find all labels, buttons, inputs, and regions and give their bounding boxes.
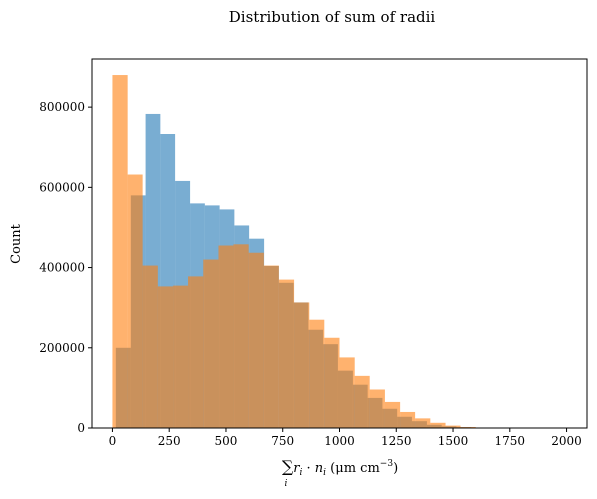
- histogram-bar: [339, 357, 355, 428]
- histogram-bar: [218, 245, 234, 428]
- histogram-bar: [203, 259, 219, 428]
- histogram-bar: [248, 252, 264, 428]
- x-tick-label: 500: [215, 434, 238, 448]
- x-axis-label: ∑ri · ni (μm cm−3): [282, 457, 398, 478]
- x-label-term-main: r: [293, 461, 300, 476]
- x-label-term2-sub: i: [323, 468, 326, 478]
- histogram-bar: [430, 422, 446, 428]
- histogram-bar: [445, 425, 461, 428]
- histogram-bar: [233, 244, 249, 428]
- histogram-bars: [112, 75, 537, 428]
- y-axis: 0 200000 400000 600000 800000: [39, 100, 92, 435]
- x-label-dot: ·: [302, 461, 314, 476]
- histogram-bar: [354, 375, 370, 428]
- x-label-units-exp: −3: [380, 459, 394, 469]
- x-tick-label: 1000: [324, 434, 355, 448]
- x-label-term-sub: i: [299, 468, 302, 478]
- histogram-bar: [263, 265, 279, 428]
- y-tick-label: 400000: [39, 261, 85, 275]
- x-label-units: (μm cm: [326, 461, 380, 476]
- x-tick-label: 1750: [495, 434, 526, 448]
- x-label-sum: ∑: [282, 457, 294, 476]
- y-tick-label: 200000: [39, 341, 85, 355]
- histogram-bar: [142, 265, 158, 428]
- x-axis: 0 250 500 750 1000 1250 1500 1750 2000: [109, 428, 582, 448]
- y-axis-label: Count: [9, 223, 24, 264]
- histogram-bar: [112, 75, 128, 428]
- histogram-bar: [173, 285, 189, 428]
- histogram-bar: [188, 276, 204, 428]
- histogram-bar: [309, 319, 325, 428]
- y-tick-label: 800000: [39, 100, 85, 114]
- histogram-series-2: [112, 75, 537, 428]
- histogram-bar: [460, 426, 476, 428]
- histogram-bar: [384, 401, 401, 428]
- x-label-units-close: ): [393, 461, 398, 476]
- histogram-bar: [127, 174, 143, 428]
- x-tick-label: 1250: [381, 434, 412, 448]
- x-label-sum-index: i: [285, 479, 288, 489]
- histogram-bar: [415, 418, 431, 428]
- histogram-bar: [278, 279, 295, 428]
- x-tick-label: 2000: [551, 434, 582, 448]
- x-label-term2-main: n: [315, 461, 323, 476]
- histogram-bar: [400, 411, 416, 428]
- y-tick-label: 0: [77, 421, 85, 435]
- chart-title: Distribution of sum of radii: [229, 8, 436, 26]
- y-tick-label: 600000: [39, 180, 85, 194]
- x-tick-label: 1500: [438, 434, 469, 448]
- histogram-bar: [369, 389, 385, 428]
- x-tick-label: 750: [271, 434, 294, 448]
- histogram-bar: [157, 286, 174, 428]
- histogram-bar: [324, 337, 340, 428]
- histogram-bar: [294, 302, 310, 428]
- x-tick-label: 250: [158, 434, 181, 448]
- x-tick-label: 0: [109, 434, 117, 448]
